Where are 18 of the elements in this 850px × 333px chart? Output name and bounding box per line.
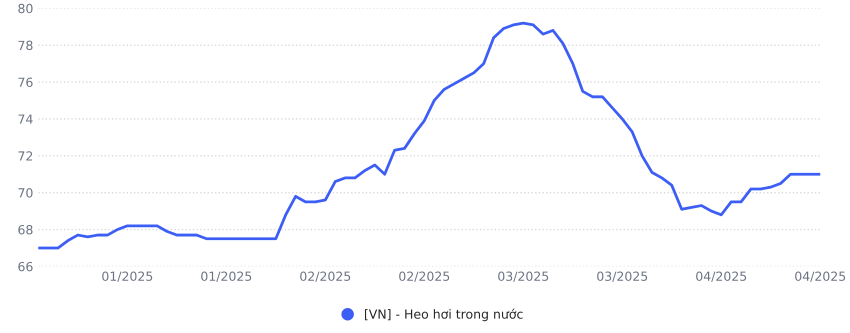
y-tick-label: 74: [18, 114, 33, 124]
x-tick-label: 01/2025: [102, 271, 152, 282]
y-tick-label: 66: [18, 262, 33, 272]
y-tick-label: 68: [18, 225, 33, 234]
y-tick-label: 78: [18, 40, 33, 50]
x-tick-label: 02/2025: [300, 271, 350, 282]
y-tick-label: 80: [18, 4, 33, 14]
legend-label: [VN] - Heo hơi trong nước: [364, 308, 523, 322]
x-tick-label: 02/2025: [399, 271, 450, 282]
x-tick-label: 01/2025: [201, 271, 252, 282]
x-tick-label: 03/2025: [597, 271, 648, 282]
y-tick-label: 76: [18, 78, 33, 87]
x-tick-label: 03/2025: [498, 271, 548, 282]
x-tick-label: 04/2025: [795, 271, 846, 282]
y-tick-label: 70: [18, 188, 33, 198]
line-series: [38, 22, 820, 250]
y-tick-label: 72: [18, 151, 32, 161]
x-tick-label: 04/2025: [696, 271, 746, 282]
